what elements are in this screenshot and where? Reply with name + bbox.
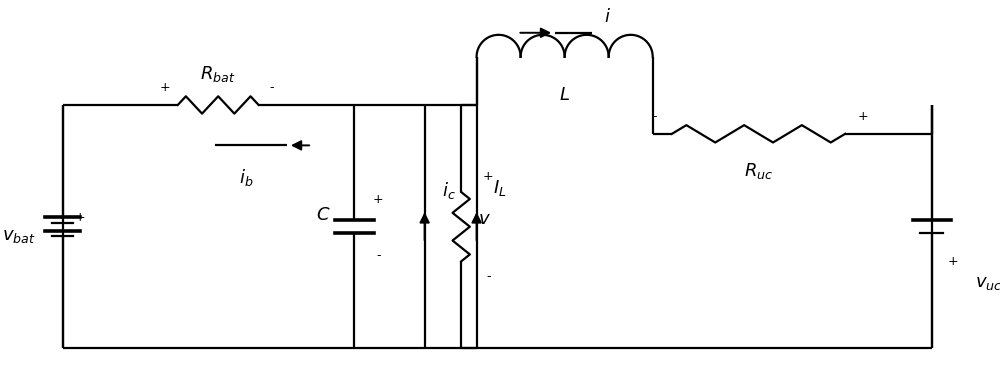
Text: $L$: $L$ [559,86,570,104]
Text: $i$: $i$ [604,8,611,26]
Text: +: + [160,81,171,94]
Text: $I_L$: $I_L$ [493,178,507,198]
Text: $R_{uc}$: $R_{uc}$ [744,161,773,181]
Text: +: + [857,110,868,123]
Text: -: - [652,110,657,123]
Text: $i_c$: $i_c$ [442,180,456,200]
Text: $i_b$: $i_b$ [239,167,253,187]
Text: $R_{bat}$: $R_{bat}$ [200,64,236,84]
Text: +: + [483,170,493,183]
Text: $C$: $C$ [316,206,331,224]
Text: +: + [373,193,384,206]
Text: -: - [376,249,381,262]
Text: -: - [486,270,490,283]
Text: +: + [75,210,85,223]
Text: +: + [948,255,958,268]
Text: -: - [269,81,273,94]
Text: $v_{uc}$: $v_{uc}$ [975,274,1000,292]
Text: $v_{bat}$: $v_{bat}$ [2,227,36,245]
Text: $v$: $v$ [478,210,490,228]
